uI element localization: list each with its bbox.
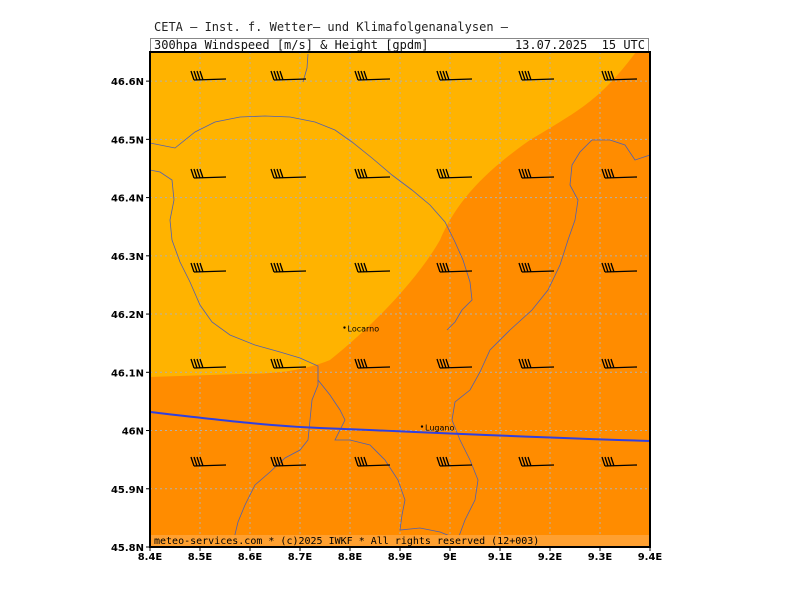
lat-tick-label: 45.8N — [111, 543, 144, 554]
wind-barb — [518, 358, 555, 369]
lat-tick-label: 46.2N — [111, 310, 144, 321]
wind-barb — [436, 456, 473, 467]
wind-barb — [601, 262, 638, 273]
axis-ticks — [146, 80, 651, 551]
border-north-west — [149, 115, 473, 331]
lon-tick-label: 9.2E — [538, 552, 563, 563]
wind-barb — [354, 70, 391, 81]
wind-barb — [190, 456, 227, 467]
lon-tick-label: 9.4E — [638, 552, 663, 563]
wind-barb — [190, 168, 227, 179]
wind-barb — [190, 70, 227, 81]
wind-barb — [518, 456, 555, 467]
lon-tick-label: 8.6E — [238, 552, 263, 563]
city-dot — [420, 425, 424, 428]
lon-tick-label: 9.3E — [588, 552, 613, 563]
border-north-top — [302, 53, 309, 83]
wind-barb — [190, 358, 227, 369]
wind-barb — [436, 262, 473, 273]
wind-barb — [436, 70, 473, 81]
country-borders — [149, 53, 651, 548]
lon-tick-label: 9.1E — [488, 552, 513, 563]
copyright-footer: meteo-services.com * (c)2025 IWKF * All … — [154, 536, 539, 547]
footer-band — [150, 535, 650, 547]
lon-tick-label: 8.5E — [188, 552, 213, 563]
wind-barb — [436, 168, 473, 179]
wind-barb — [190, 262, 227, 273]
wind-barb — [601, 168, 638, 179]
wind-barb — [270, 70, 307, 81]
border-east — [451, 139, 651, 548]
longitude-labels: 8.4E 8.5E 8.6E 8.7E 8.8E 8.9E 9E 9.1E 9.2E 9.3E 9.… — [138, 552, 663, 563]
wind-barb — [270, 456, 307, 467]
lat-tick-label: 46.1N — [111, 368, 144, 379]
wind-barbs — [190, 70, 638, 467]
wind-barb — [354, 358, 391, 369]
height-contour-line — [149, 411, 651, 442]
lon-tick-label: 8.7E — [288, 552, 313, 563]
lat-tick-label: 46N — [122, 427, 144, 438]
wind-barb — [601, 70, 638, 81]
lon-tick-label: 8.4E — [138, 552, 163, 563]
border-lake — [317, 379, 463, 548]
windspeed-zone-light — [150, 52, 636, 377]
wind-barb — [354, 456, 391, 467]
wind-barb — [270, 262, 307, 273]
valid-time: 13.07.2025 15 UTC — [514, 38, 645, 52]
lon-tick-label: 8.9E — [388, 552, 413, 563]
city-label: Locarno — [348, 325, 380, 334]
lat-tick-label: 46.6N — [111, 77, 144, 88]
lon-tick-label: 8.8E — [338, 552, 363, 563]
city-label: Lugano — [425, 424, 454, 433]
wind-barb — [436, 358, 473, 369]
city-dot — [343, 326, 346, 329]
lat-tick-label: 46.4N — [111, 194, 144, 205]
lat-tick-label: 46.5N — [111, 135, 144, 146]
lon-tick-label: 9E — [443, 552, 457, 563]
lat-tick-label: 45.9N — [111, 485, 144, 496]
wind-barb — [518, 262, 555, 273]
wind-barb — [354, 168, 391, 179]
wind-barb — [601, 358, 638, 369]
city-markers: Locarno Lugano — [343, 325, 454, 433]
wind-barb — [270, 358, 307, 369]
lat-tick-label: 46.3N — [111, 252, 144, 263]
wind-barb — [601, 456, 638, 467]
latitude-labels: 46.6N 46.5N 46.4N 46.3N 46.2N 46.1N 46N 45.9N 45… — [111, 77, 144, 554]
windspeed-zones — [150, 52, 650, 547]
wind-barb — [518, 168, 555, 179]
parameter-label: 300hpa_Windspeed_[m/s]_&_Height_[gpdm] — [154, 38, 429, 52]
map-title: CETA — Inst. f. Wetter— und Klimafolgena… — [154, 20, 509, 34]
wind-barb — [270, 168, 307, 179]
wind-barb — [354, 262, 391, 273]
wind-barb — [518, 70, 555, 81]
border-south-west — [149, 169, 319, 548]
